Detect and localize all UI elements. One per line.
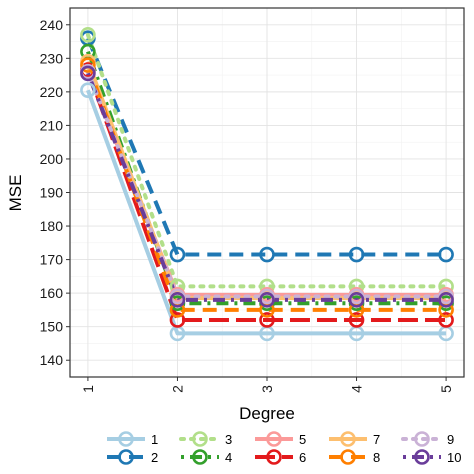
legend-item-8: 8	[329, 449, 380, 465]
legend-item-6: 6	[255, 449, 306, 465]
legend-key-marker	[414, 449, 430, 465]
legend-item-7: 7	[329, 431, 380, 447]
series-point-2	[169, 246, 186, 263]
legend-label: 5	[299, 432, 306, 447]
series-point-10	[169, 292, 186, 308]
legend-key-marker	[340, 431, 356, 447]
legend-key-marker	[414, 431, 430, 447]
legend-label: 3	[225, 432, 232, 447]
legend-label: 2	[151, 450, 158, 465]
x-tick-label: 4	[349, 385, 365, 393]
y-axis-ticks: 140 150 160 170 180 190 200 210 220 230 240	[40, 17, 70, 368]
y-tick-label: 210	[40, 117, 64, 133]
series-line-2	[86, 37, 447, 257]
series-line-6	[86, 69, 447, 322]
legend-key-marker	[266, 449, 282, 465]
series-point-10	[348, 292, 365, 308]
series-line-3	[85, 32, 449, 289]
series-line-8	[86, 64, 447, 312]
y-tick-label: 240	[40, 17, 64, 33]
series-point-6	[169, 312, 186, 328]
series-point-10	[438, 292, 454, 308]
legend-label: 4	[225, 450, 232, 465]
legend-label: 10	[447, 450, 461, 465]
x-tick-label: 2	[169, 385, 185, 393]
legend-item-5: 5	[255, 431, 306, 447]
series-point-2	[259, 246, 275, 263]
series-point-6	[438, 312, 454, 328]
series-point-6	[259, 312, 275, 328]
series-points	[80, 27, 454, 342]
legend-key-marker	[192, 449, 208, 465]
y-tick-label: 140	[40, 352, 64, 368]
series-point-6	[348, 312, 365, 328]
series-point-10	[259, 292, 275, 308]
series-line-1	[86, 89, 447, 336]
legend-key-marker	[118, 449, 134, 465]
legend-label: 8	[373, 450, 380, 465]
series-point-3	[80, 27, 96, 43]
y-tick-label: 180	[40, 218, 64, 234]
legend-label: 1	[151, 432, 158, 447]
legend-label: 9	[447, 432, 454, 447]
y-tick-label: 200	[40, 151, 64, 167]
series-line-10	[86, 72, 447, 302]
legend-key-marker	[192, 431, 208, 447]
legend-key-marker	[118, 431, 134, 447]
legend-item-9: 9	[401, 431, 454, 447]
y-tick-label: 220	[40, 84, 64, 100]
y-axis-title: MSE	[6, 175, 25, 212]
y-tick-label: 150	[40, 319, 64, 335]
series-point-2	[438, 246, 454, 263]
legend-key-marker	[266, 431, 282, 447]
x-tick-label: 5	[438, 385, 454, 393]
y-tick-label: 160	[40, 285, 64, 301]
legend-item-4: 4	[181, 449, 232, 465]
x-axis-title: Degree	[239, 404, 295, 423]
series-point-10	[80, 65, 96, 82]
legend-item-1: 1	[107, 431, 158, 447]
series-point-2	[348, 246, 365, 263]
y-tick-label: 170	[40, 252, 64, 268]
legend-item-10: 10	[403, 449, 461, 465]
legend-item-2: 2	[107, 449, 158, 465]
series-point-1	[80, 82, 96, 98]
y-tick-label: 190	[40, 185, 64, 201]
x-tick-label: 3	[259, 385, 275, 393]
x-tick-label: 1	[80, 385, 96, 393]
legend-key-marker	[340, 449, 356, 465]
legend-item-3: 3	[179, 431, 232, 447]
x-axis-ticks: 1 2 3 4 5	[80, 377, 454, 393]
y-tick-label: 230	[40, 50, 64, 66]
series-point-8	[80, 57, 96, 73]
legend: 1 2 3 4 5 6 7 8 9 10	[107, 431, 461, 465]
legend-label: 7	[373, 432, 380, 447]
legend-label: 6	[299, 450, 306, 465]
